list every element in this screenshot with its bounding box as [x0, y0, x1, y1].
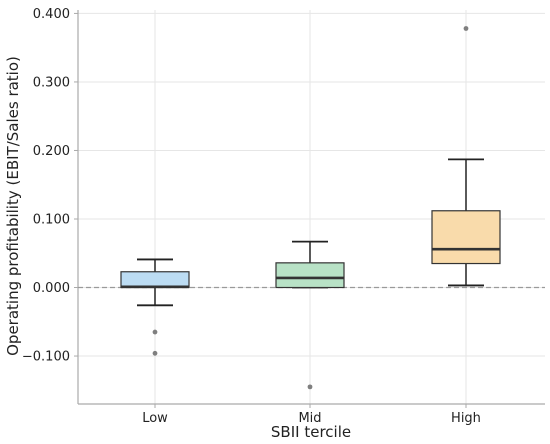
x-tick-label: High	[451, 411, 481, 426]
y-tick-label: −0.100	[22, 350, 70, 365]
outlier-point	[152, 350, 158, 356]
box-iqr	[120, 271, 190, 289]
outlier-point	[463, 26, 469, 31]
axes	[77, 10, 545, 405]
outlier-point	[152, 329, 158, 335]
box-low	[120, 258, 190, 356]
box-iqr	[431, 210, 501, 265]
y-tick-label: 0.300	[33, 75, 70, 90]
box-iqr	[275, 262, 345, 289]
boxes	[120, 26, 501, 390]
x-axis-label: SBII tercile	[271, 423, 351, 441]
y-tick-label: 0.100	[33, 212, 70, 227]
y-tick-label: 0.200	[33, 144, 70, 159]
box-mid	[275, 240, 345, 390]
box-high	[431, 26, 501, 287]
x-tick-label: Mid	[298, 411, 321, 426]
y-tick-label: 0.000	[33, 281, 70, 296]
y-tick-label: 0.400	[33, 7, 70, 22]
grid-lines	[78, 10, 545, 404]
y-axis-label: Operating profitability (EBIT/Sales rati…	[4, 56, 22, 356]
tick-labels: −0.100 0.000 0.100 0.200 0.300 0.400 Low Mid Hig…	[22, 7, 481, 426]
outlier-point	[307, 384, 313, 390]
x-tick-label: Low	[142, 411, 168, 426]
